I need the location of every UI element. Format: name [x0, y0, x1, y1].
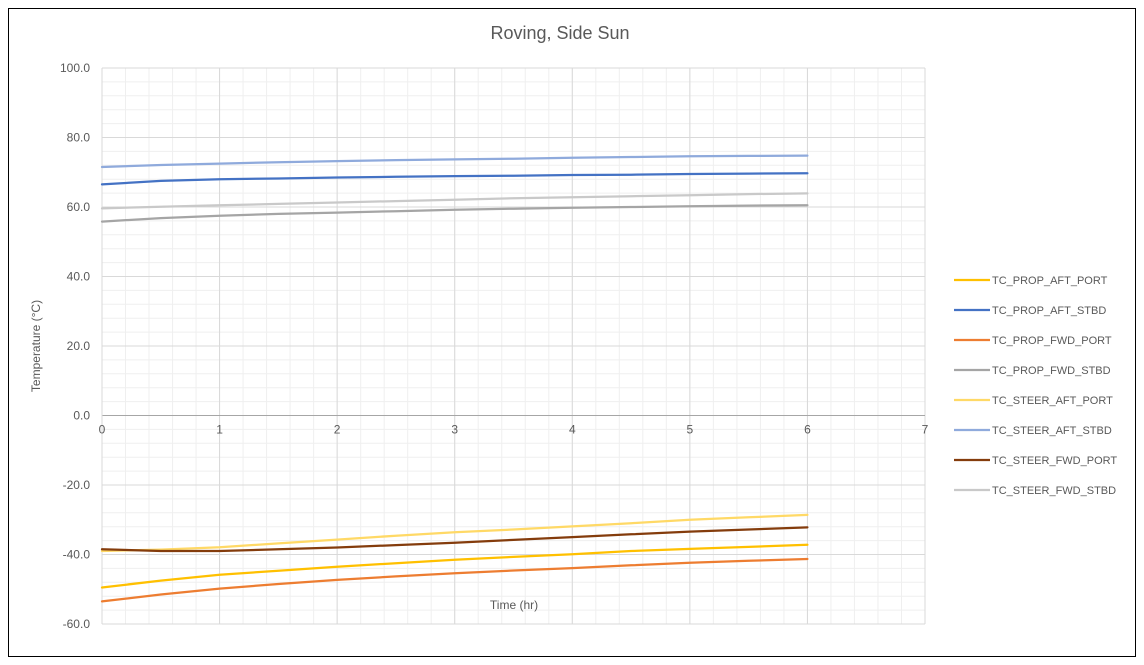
series-line-tc-prop-aft-port: [100, 543, 809, 589]
legend-label: TC_PROP_FWD_STBD: [992, 365, 1111, 377]
x-tick-label: 2: [334, 423, 341, 437]
x-tick-labels: 0 1 2 3 4 5 6 7: [99, 423, 929, 437]
y-axis-label: Temperature (°C): [29, 300, 43, 392]
y-tick-label: 100.0: [60, 61, 90, 75]
series-line-tc-steer-aft-port: [100, 513, 809, 553]
series-line-tc-steer-aft-stbd: [100, 154, 809, 169]
series-line-tc-prop-aft-stbd: [100, 172, 809, 186]
series-line-tc-steer-fwd-port: [100, 526, 809, 553]
legend-label: TC_STEER_FWD_STBD: [992, 485, 1116, 497]
series-line-tc-prop-fwd-stbd: [100, 204, 809, 223]
chart-title: Roving, Side Sun: [490, 23, 629, 43]
legend-label: TC_STEER_AFT_PORT: [992, 395, 1113, 407]
series-line-tc-prop-fwd-port: [100, 557, 809, 603]
y-tick-label: -60.0: [63, 617, 91, 631]
y-tick-label: -20.0: [63, 478, 91, 492]
legend-label: TC_STEER_AFT_STBD: [992, 425, 1112, 437]
x-tick-label: 0: [99, 423, 106, 437]
legend-label: TC_PROP_FWD_PORT: [992, 335, 1112, 347]
y-tick-label: 40.0: [67, 270, 91, 284]
x-tick-label: 1: [216, 423, 223, 437]
x-tick-label: 3: [451, 423, 458, 437]
legend-label: TC_PROP_AFT_PORT: [992, 275, 1108, 287]
y-tick-label: -40.0: [63, 548, 91, 562]
y-tick-label: 0.0: [73, 409, 90, 423]
x-tick-label: 4: [569, 423, 576, 437]
y-tick-label: 60.0: [67, 200, 91, 214]
y-tick-label: 80.0: [67, 131, 91, 145]
series-line-tc-steer-fwd-stbd: [100, 192, 809, 210]
x-tick-label: 6: [804, 423, 811, 437]
x-tick-label: 5: [687, 423, 694, 437]
y-tick-labels: 100.0 80.0 60.0 40.0 20.0 0.0 -20.0 -40.0 -60.0: [60, 61, 90, 631]
axes: [101, 68, 925, 624]
series-lines: [100, 154, 809, 603]
x-axis-label: Time (hr): [490, 598, 538, 612]
legend: TC_PROP_AFT_PORT TC_PROP_AFT_STBD TC_PROP_…: [954, 275, 1117, 497]
y-tick-label: 20.0: [67, 339, 91, 353]
x-tick-label: 7: [922, 423, 929, 437]
legend-label: TC_STEER_FWD_PORT: [992, 455, 1117, 467]
legend-label: TC_PROP_AFT_STBD: [992, 305, 1106, 317]
